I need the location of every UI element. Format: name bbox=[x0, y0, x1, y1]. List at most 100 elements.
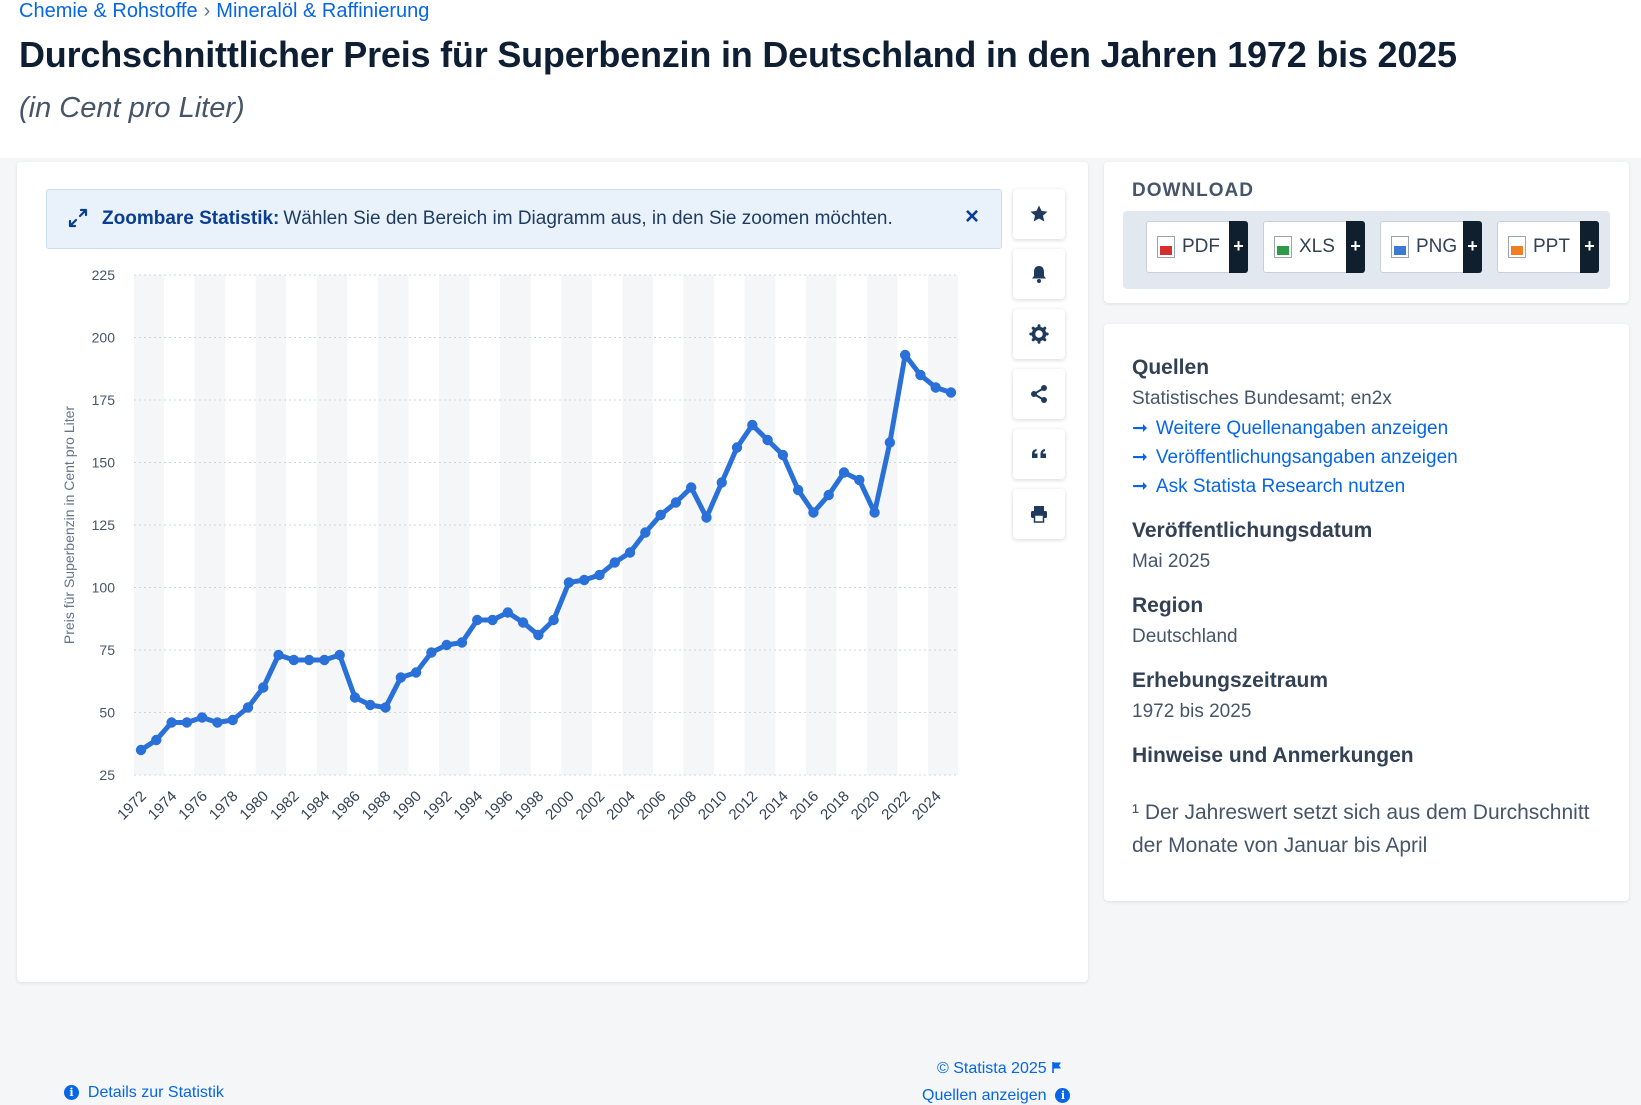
data-point bbox=[502, 607, 513, 618]
x-tick-label: 1990 bbox=[389, 788, 425, 824]
publication-date-value: Mai 2025 bbox=[1132, 551, 1211, 572]
settings-button[interactable] bbox=[1013, 309, 1065, 359]
page-header: Chemie & Rohstoffe › Mineralöl & Raffinier… bbox=[0, 0, 1641, 158]
bell-icon bbox=[1032, 266, 1046, 283]
data-point bbox=[395, 672, 407, 683]
breadcrumb-item-mineraloel[interactable]: Mineralöl & Raffinierung bbox=[216, 0, 430, 22]
favorite-button[interactable] bbox=[1013, 189, 1065, 239]
data-point bbox=[487, 614, 498, 626]
copyright-text: © Statista 2025 bbox=[937, 1060, 1047, 1077]
survey-period-value: 1972 bis 2025 bbox=[1132, 701, 1252, 722]
data-point bbox=[533, 629, 544, 641]
notification-button[interactable] bbox=[1013, 249, 1065, 299]
publication-info-link[interactable]: ➞ Veröffentlichungsangaben anzeigen bbox=[1132, 446, 1458, 469]
download-label: PDF bbox=[1182, 236, 1220, 257]
data-point bbox=[472, 614, 483, 626]
zoom-banner-message: Wählen Sie den Bereich im Diagramm aus, … bbox=[283, 208, 893, 229]
data-point bbox=[716, 477, 727, 488]
data-point bbox=[426, 647, 437, 658]
data-point bbox=[288, 654, 300, 666]
grid-band bbox=[377, 275, 409, 775]
x-tick-label: 2012 bbox=[726, 788, 762, 824]
statista-copyright[interactable]: © Statista 2025 bbox=[937, 1060, 1063, 1078]
arrow-right-icon: ➞ bbox=[1132, 418, 1148, 439]
x-tick-label: 1994 bbox=[450, 788, 486, 824]
download-bar: PDF + XLS + PNG + PPT + bbox=[1123, 211, 1610, 289]
data-point bbox=[579, 574, 590, 586]
download-ppt-button[interactable]: PPT bbox=[1497, 221, 1581, 273]
sources-heading: Quellen bbox=[1132, 356, 1210, 379]
x-tick-label: 2016 bbox=[787, 788, 823, 824]
y-tick-label: 175 bbox=[92, 392, 116, 408]
info-icon: i bbox=[1055, 1088, 1071, 1104]
sources-link[interactable]: Quellen anzeigen i bbox=[922, 1087, 1071, 1105]
ppt-file-icon bbox=[1508, 236, 1526, 258]
info-icon: i bbox=[64, 1085, 79, 1101]
line-chart[interactable]: 25 50 75 100 125 150 175 200 225 Preis für Superb… bbox=[17, 162, 1017, 862]
download-xls-plus-button[interactable]: + bbox=[1346, 221, 1365, 273]
data-point bbox=[930, 382, 941, 393]
data-point bbox=[273, 649, 284, 661]
download-pdf-button[interactable]: PDF bbox=[1146, 221, 1230, 273]
star-icon bbox=[1030, 205, 1048, 222]
x-tick-label: 2020 bbox=[848, 788, 884, 824]
data-point bbox=[869, 507, 880, 518]
data-point bbox=[166, 717, 177, 728]
data-point bbox=[747, 419, 758, 431]
x-tick-label: 2000 bbox=[542, 788, 578, 824]
download-ppt-plus-button[interactable]: + bbox=[1580, 221, 1599, 273]
grid-band bbox=[134, 275, 164, 775]
download-label: PPT bbox=[1533, 236, 1570, 257]
x-tick-label: 1982 bbox=[267, 788, 303, 824]
close-icon[interactable]: × bbox=[964, 203, 979, 230]
data-point bbox=[456, 637, 468, 648]
download-png-button[interactable]: PNG bbox=[1380, 221, 1464, 273]
data-point bbox=[380, 702, 391, 713]
details-link[interactable]: i Details zur Statistik bbox=[64, 1084, 224, 1102]
download-card: DOWNLOAD PDF + XLS + PNG + PPT + bbox=[1104, 162, 1629, 303]
page-subtitle: (in Cent pro Liter) bbox=[19, 92, 245, 124]
data-point bbox=[135, 744, 147, 756]
x-tick-label: 2022 bbox=[878, 788, 914, 824]
ask-research-link-label: Ask Statista Research nutzen bbox=[1155, 476, 1406, 497]
x-tick-label: 1972 bbox=[114, 788, 150, 824]
download-png-plus-button[interactable]: + bbox=[1463, 221, 1482, 273]
share-button[interactable] bbox=[1013, 369, 1065, 419]
data-point bbox=[731, 442, 743, 453]
info-card: Quellen Statistisches Bundesamt; en2x ➞ W… bbox=[1104, 324, 1629, 901]
grid-band bbox=[928, 275, 958, 775]
data-point bbox=[548, 614, 559, 626]
chart-card: Zoombare Statistik: Wählen Sie den Bereic… bbox=[17, 162, 1088, 1104]
data-point bbox=[670, 497, 682, 508]
download-pdf-plus-button[interactable]: + bbox=[1229, 221, 1248, 273]
x-tick-label: 1992 bbox=[420, 788, 456, 824]
y-tick-label: 150 bbox=[92, 455, 116, 471]
x-tick-label: 2004 bbox=[603, 788, 639, 824]
grid-band bbox=[316, 275, 348, 775]
print-button[interactable] bbox=[1013, 489, 1065, 539]
cite-button[interactable] bbox=[1013, 429, 1065, 479]
publication-date-heading: Veröffentlichungsdatum bbox=[1132, 519, 1373, 542]
share-icon bbox=[1031, 385, 1047, 403]
more-sources-link[interactable]: ➞ Weitere Quellenangaben anzeigen bbox=[1132, 417, 1448, 440]
data-point bbox=[410, 667, 422, 678]
x-tick-label: 2010 bbox=[695, 788, 731, 824]
region-heading: Region bbox=[1132, 594, 1204, 617]
quote-icon bbox=[1032, 449, 1046, 458]
data-point bbox=[808, 507, 819, 518]
data-point bbox=[685, 482, 697, 493]
download-label: PNG bbox=[1416, 236, 1458, 257]
download-xls-button[interactable]: XLS bbox=[1263, 221, 1347, 273]
data-point bbox=[517, 617, 529, 628]
x-tick-label: 2008 bbox=[664, 788, 700, 824]
data-point bbox=[915, 369, 926, 381]
x-tick-label: 1980 bbox=[236, 788, 272, 824]
breadcrumb-item-chemie[interactable]: Chemie & Rohstoffe bbox=[19, 0, 198, 22]
data-point bbox=[945, 387, 957, 398]
sources-link-label: Quellen anzeigen bbox=[922, 1087, 1047, 1104]
data-point bbox=[227, 714, 238, 726]
ask-research-link[interactable]: ➞ Ask Statista Research nutzen bbox=[1132, 475, 1405, 498]
x-tick-label: 2014 bbox=[756, 788, 792, 824]
data-point bbox=[823, 489, 834, 501]
data-point bbox=[258, 682, 269, 693]
